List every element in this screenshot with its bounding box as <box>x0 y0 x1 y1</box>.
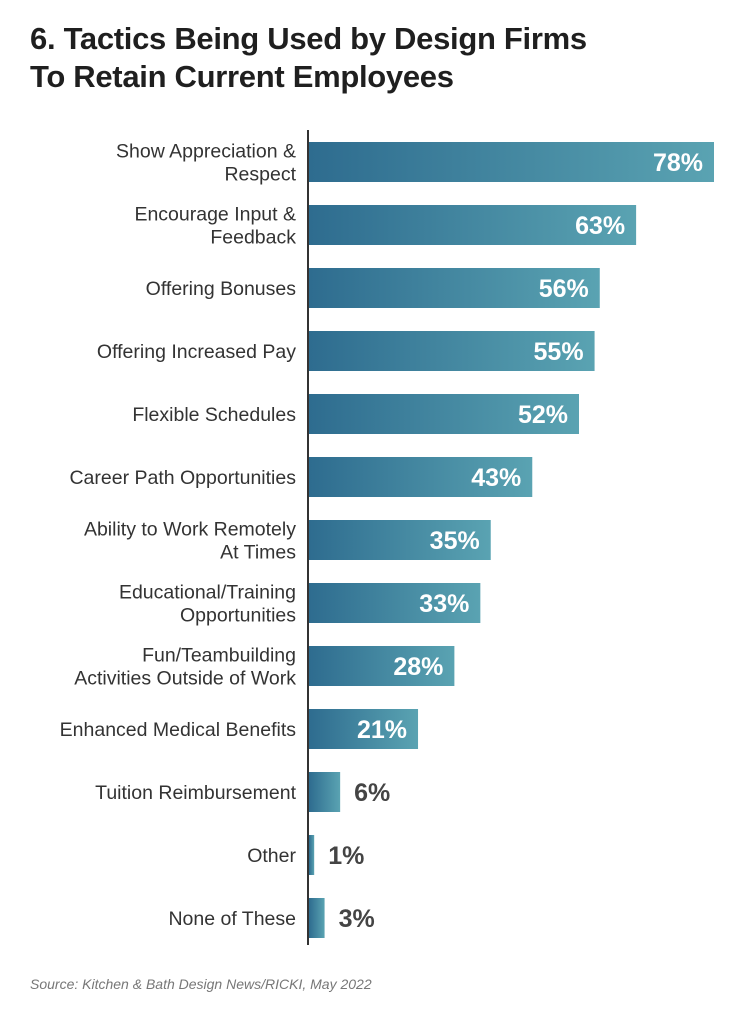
bar-6 <box>309 520 491 560</box>
chart-title-line-2: To Retain Current Employees <box>30 59 454 94</box>
bar-0 <box>309 142 714 182</box>
value-label-1: 63% <box>575 212 625 240</box>
value-label-10: 6% <box>354 779 390 807</box>
category-labels-group: Show Appreciation &Respect Encourage Inpu… <box>60 141 297 931</box>
category-label-3: Offering Increased Pay <box>97 341 296 363</box>
category-label-8-line-1: Activities Outside of Work <box>74 668 296 690</box>
source-note: Source: Kitchen & Bath Design News/RICKI… <box>30 976 372 992</box>
bar-8 <box>309 646 455 686</box>
category-label-9: Enhanced Medical Benefits <box>60 719 297 741</box>
category-label-7-line-0: Educational/Training <box>119 582 296 604</box>
category-label-11: Other <box>247 845 296 867</box>
bars-group <box>309 142 714 938</box>
category-label-7-line-1: Opportunities <box>180 605 296 627</box>
category-label-6-line-0: Ability to Work Remotely <box>84 519 296 541</box>
bar-4 <box>309 394 579 434</box>
value-label-4: 52% <box>518 401 568 429</box>
bar-10 <box>309 772 341 812</box>
bar-7 <box>309 583 481 623</box>
value-label-2: 56% <box>539 275 589 303</box>
bar-11 <box>309 835 315 875</box>
category-label-8-line-0: Fun/Teambuilding <box>142 645 296 667</box>
bar-9 <box>309 709 419 749</box>
category-label-0-line-0: Show Appreciation & <box>116 141 296 163</box>
value-label-3: 55% <box>534 338 584 366</box>
chart-title: 6. Tactics Being Used by Design Firms To… <box>30 20 730 96</box>
category-label-10: Tuition Reimbursement <box>95 782 296 804</box>
category-label-4: Flexible Schedules <box>132 404 296 426</box>
bar-2 <box>309 268 600 308</box>
category-label-12: None of These <box>168 908 296 930</box>
value-labels-group: 78% 63% 56% 55% 52% 43% 35% 33% 28% 21% 6% 1% 3% <box>328 149 703 933</box>
category-label-5: Career Path Opportunities <box>69 467 296 489</box>
value-label-9: 21% <box>357 716 407 744</box>
value-label-11: 1% <box>328 842 364 870</box>
bar-1 <box>309 205 637 245</box>
category-label-1-line-1: Feedback <box>210 227 296 249</box>
value-label-8: 28% <box>393 653 443 681</box>
bar-5 <box>309 457 533 497</box>
category-label-1-line-0: Encourage Input & <box>134 204 296 226</box>
category-label-6-line-1: At Times <box>220 542 296 564</box>
value-label-6: 35% <box>430 527 480 555</box>
value-label-0: 78% <box>653 149 703 177</box>
bar-3 <box>309 331 595 371</box>
category-label-0-line-1: Respect <box>224 164 296 186</box>
value-label-7: 33% <box>419 590 469 618</box>
bar-12 <box>309 898 325 938</box>
value-label-12: 3% <box>339 905 375 933</box>
value-label-5: 43% <box>471 464 521 492</box>
chart-title-line-1: 6. Tactics Being Used by Design Firms <box>30 21 587 56</box>
category-label-2: Offering Bonuses <box>146 278 297 300</box>
